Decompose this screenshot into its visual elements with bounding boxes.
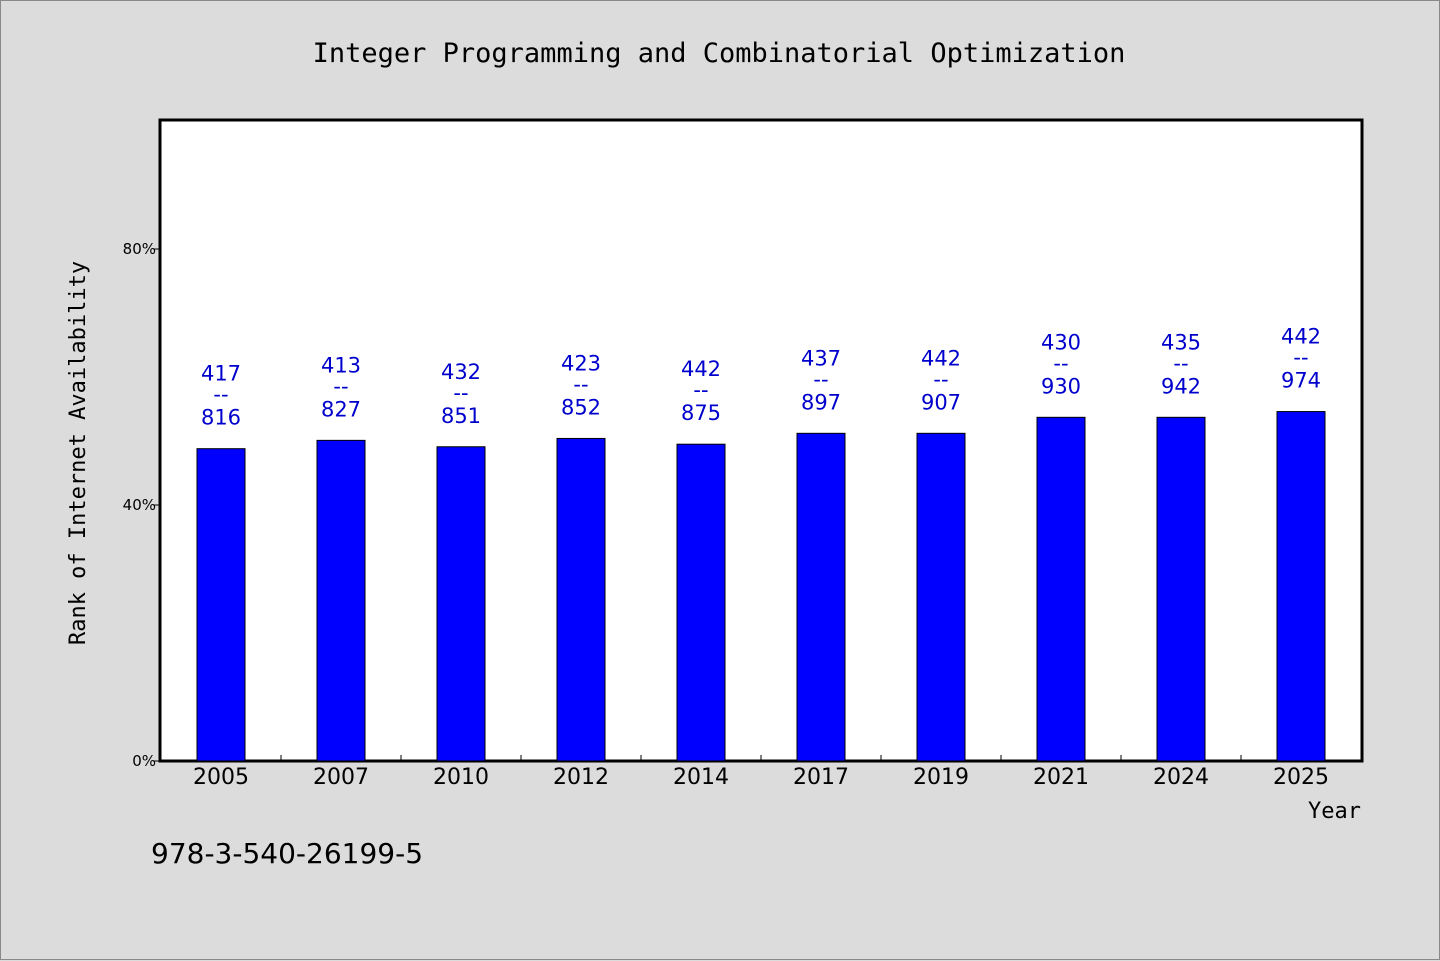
data-label-top: 423 bbox=[561, 351, 601, 375]
bar-2019 bbox=[916, 432, 966, 762]
data-label-top: 413 bbox=[321, 353, 361, 377]
chart-title: Integer Programming and Combinatorial Op… bbox=[313, 38, 1126, 69]
y-tick-label: 40% bbox=[123, 496, 156, 514]
data-label-top: 437 bbox=[801, 346, 841, 370]
data-label-top: 430 bbox=[1041, 330, 1081, 354]
x-tick-label: 2012 bbox=[553, 765, 609, 790]
data-label-separator: -- bbox=[573, 372, 588, 396]
bars-group bbox=[196, 411, 1326, 762]
data-label-separator: -- bbox=[1293, 346, 1308, 370]
y-tick-label: 0% bbox=[132, 752, 156, 770]
data-label-top: 442 bbox=[921, 346, 961, 370]
x-tick-label: 2005 bbox=[193, 765, 249, 790]
data-label-bottom: 930 bbox=[1041, 374, 1081, 398]
x-tick-label: 2021 bbox=[1033, 765, 1089, 790]
x-tick-label: 2007 bbox=[313, 765, 369, 790]
data-label-separator: -- bbox=[933, 367, 948, 391]
bar-2010 bbox=[436, 446, 486, 762]
bar-2017 bbox=[796, 432, 846, 762]
data-labels-group: 417--816413--827432--851423--852442--875… bbox=[201, 325, 1321, 430]
data-label-bottom: 875 bbox=[681, 401, 721, 425]
data-label-bottom: 827 bbox=[321, 397, 361, 421]
data-label-bottom: 974 bbox=[1281, 369, 1321, 393]
bar-2005 bbox=[196, 448, 246, 762]
data-label-bottom: 942 bbox=[1161, 374, 1201, 398]
x-tick-label: 2019 bbox=[913, 765, 969, 790]
data-label-separator: -- bbox=[333, 374, 348, 398]
data-label-top: 442 bbox=[681, 357, 721, 381]
y-axis-label: Rank of Internet Availability bbox=[66, 261, 91, 645]
data-label-separator: -- bbox=[453, 381, 468, 405]
data-label-bottom: 897 bbox=[801, 390, 841, 414]
data-label-top: 442 bbox=[1281, 325, 1321, 349]
bar-2014 bbox=[676, 443, 726, 762]
x-tick-label: 2010 bbox=[433, 765, 489, 790]
x-tick-label: 2014 bbox=[673, 765, 729, 790]
data-label-bottom: 851 bbox=[441, 404, 481, 428]
bar-2021 bbox=[1036, 416, 1086, 762]
x-axis: 2005 2007 2010 2012 2014 2017 2019 2021 2024 2025 bbox=[193, 755, 1329, 790]
bar-2025 bbox=[1276, 411, 1326, 762]
data-label-separator: -- bbox=[1053, 351, 1068, 375]
data-label-bottom: 816 bbox=[201, 406, 241, 430]
data-label-bottom: 907 bbox=[921, 390, 961, 414]
bar-2007 bbox=[316, 439, 366, 762]
data-label-top: 417 bbox=[201, 362, 241, 386]
data-label-separator: -- bbox=[693, 378, 708, 402]
x-tick-label: 2024 bbox=[1153, 765, 1209, 790]
data-label-separator: -- bbox=[1173, 351, 1188, 375]
data-label-bottom: 852 bbox=[561, 395, 601, 419]
data-label-separator: -- bbox=[213, 383, 228, 407]
x-axis-label: Year bbox=[1308, 799, 1361, 824]
bar-2024 bbox=[1156, 416, 1206, 762]
y-axis: 0% 40% 80% bbox=[123, 240, 161, 770]
footnote-isbn: 978-3-540-26199-5 bbox=[151, 837, 423, 870]
data-label-separator: -- bbox=[813, 367, 828, 391]
data-label-top: 435 bbox=[1161, 330, 1201, 354]
x-tick-label: 2025 bbox=[1273, 765, 1329, 790]
data-label-top: 432 bbox=[441, 360, 481, 384]
x-tick-label: 2017 bbox=[793, 765, 849, 790]
y-tick-label: 80% bbox=[123, 240, 156, 258]
bar-2012 bbox=[556, 437, 606, 762]
